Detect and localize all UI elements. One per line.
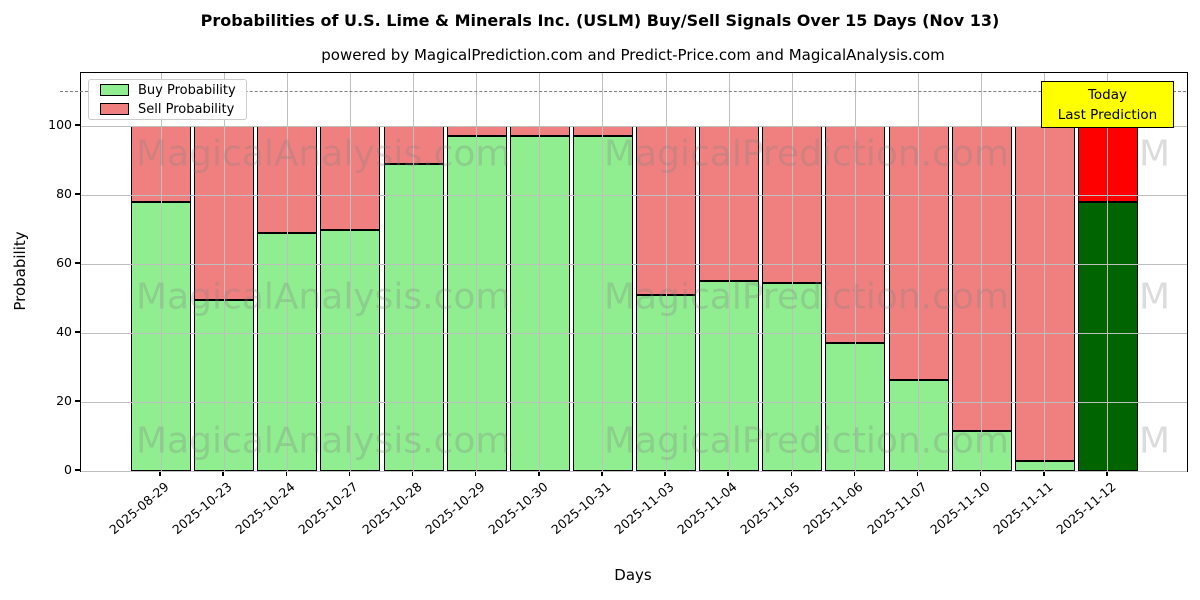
- legend-label-sell: Sell Probability: [138, 101, 235, 117]
- legend-swatch-buy: [100, 84, 129, 96]
- gridline-vertical: [728, 73, 730, 471]
- x-tick-mark: [222, 471, 224, 476]
- x-tick-mark: [285, 471, 288, 476]
- gridline-vertical: [223, 73, 225, 471]
- legend: Buy Probability Sell Probability: [88, 79, 247, 120]
- y-tick-mark: [75, 193, 80, 195]
- x-tick-mark: [411, 471, 414, 476]
- watermark-text: MagicalPrediction.com: [604, 133, 1009, 175]
- watermark-text: M: [1139, 133, 1171, 175]
- y-tick-label: 100: [48, 117, 72, 133]
- watermark-text: M: [1139, 420, 1171, 462]
- x-tick-mark: [474, 471, 477, 476]
- y-tick-label: 60: [56, 255, 72, 271]
- watermark-text: MagicalPrediction.com: [604, 276, 1009, 318]
- y-tick-label: 40: [56, 324, 72, 340]
- gridline-vertical: [160, 73, 162, 471]
- gridline-vertical: [413, 73, 415, 471]
- y-tick-label: 80: [56, 186, 72, 202]
- plot-area: MagicalAnalysis.com MagicalPrediction.com…: [80, 72, 1188, 472]
- gridline-vertical: [918, 73, 920, 471]
- x-tick-mark: [979, 471, 982, 476]
- gridline-horizontal: [81, 263, 1187, 265]
- x-tick-mark: [790, 471, 793, 476]
- today-annotation-line1: Today: [1087, 86, 1128, 103]
- y-tick-mark: [75, 469, 80, 471]
- gridline-vertical: [476, 73, 478, 471]
- legend-item-sell: Sell Probability: [100, 102, 246, 117]
- gridline-vertical: [1044, 73, 1046, 471]
- legend-item-buy: Buy Probability: [100, 83, 246, 98]
- x-tick-mark: [348, 471, 351, 476]
- y-axis-label: Probability: [11, 231, 29, 311]
- x-tick-mark: [1106, 471, 1108, 476]
- gridline-vertical: [665, 73, 667, 471]
- legend-swatch-sell: [100, 103, 129, 115]
- gridline-vertical: [539, 73, 541, 471]
- y-tick-label: 20: [56, 393, 72, 409]
- watermark-text: MagicalAnalysis.com: [136, 133, 511, 175]
- x-tick-mark: [727, 471, 729, 476]
- gridline-horizontal: [81, 125, 1187, 127]
- threshold-dashed-line: [60, 90, 1186, 92]
- gridline-vertical: [854, 73, 856, 471]
- y-tick-mark: [75, 262, 80, 264]
- chart-title: Probabilities of U.S. Lime & Minerals In…: [200, 11, 1000, 30]
- today-annotation: Today Last Prediction: [1041, 81, 1174, 128]
- gridline-vertical: [981, 73, 983, 471]
- gridline-horizontal: [81, 401, 1187, 403]
- x-tick-mark: [853, 471, 856, 476]
- x-tick-mark: [159, 471, 161, 476]
- x-tick-mark: [601, 471, 603, 476]
- gridline-vertical: [602, 73, 604, 471]
- y-tick-mark: [75, 331, 80, 333]
- today-annotation-line2: Last Prediction: [1057, 106, 1158, 123]
- gridline-vertical: [349, 73, 351, 471]
- watermark-text: MagicalPrediction.com: [604, 420, 1009, 462]
- watermark-text: MagicalAnalysis.com: [136, 420, 511, 462]
- y-tick-mark: [75, 400, 80, 402]
- gridline-vertical: [286, 73, 288, 471]
- x-tick-mark: [1043, 471, 1045, 476]
- gridline-horizontal: [81, 470, 1187, 472]
- x-tick-mark: [664, 471, 666, 476]
- x-tick-mark: [538, 471, 540, 476]
- gridline-vertical: [791, 73, 793, 471]
- x-tick-mark: [916, 471, 919, 476]
- watermark-text: M: [1139, 276, 1171, 318]
- y-tick-label: 0: [64, 462, 72, 477]
- gridline-horizontal: [81, 332, 1187, 334]
- x-axis-label: Days: [614, 566, 652, 584]
- gridline-vertical: [1107, 73, 1109, 471]
- legend-label-buy: Buy Probability: [138, 82, 236, 98]
- gridline-horizontal: [81, 194, 1187, 196]
- watermark-text: MagicalAnalysis.com: [136, 276, 511, 318]
- chart-subtitle: powered by MagicalPrediction.com and Pre…: [321, 46, 945, 64]
- y-tick-mark: [75, 124, 80, 126]
